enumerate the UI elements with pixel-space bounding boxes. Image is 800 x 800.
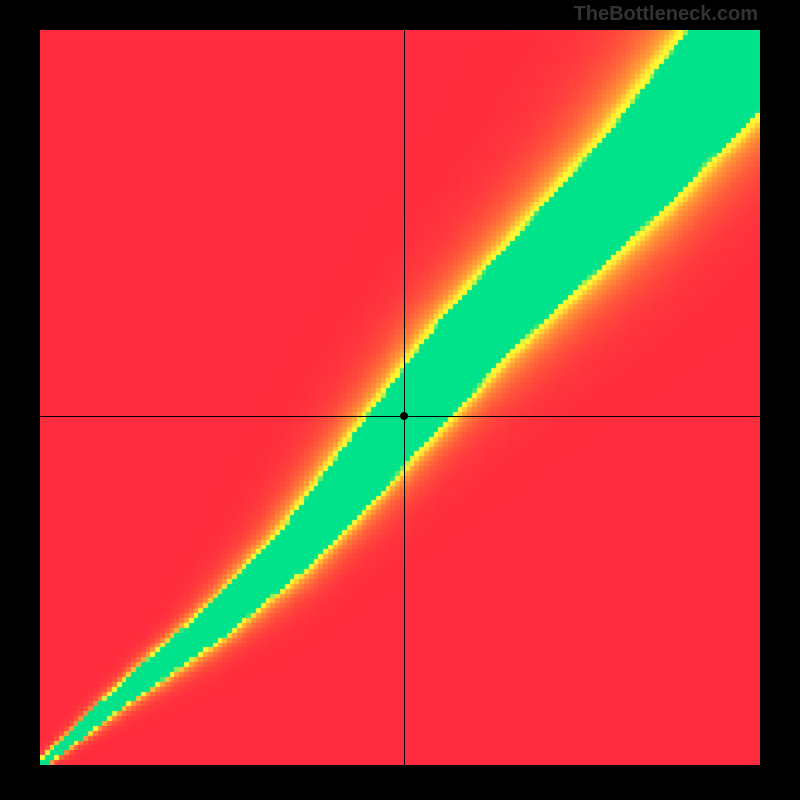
crosshair-marker	[400, 412, 408, 420]
attribution-text: TheBottleneck.com	[574, 3, 758, 26]
chart-container: TheBottleneck.com	[0, 0, 800, 800]
crosshair-vertical	[404, 30, 405, 765]
plot-frame	[40, 30, 760, 765]
